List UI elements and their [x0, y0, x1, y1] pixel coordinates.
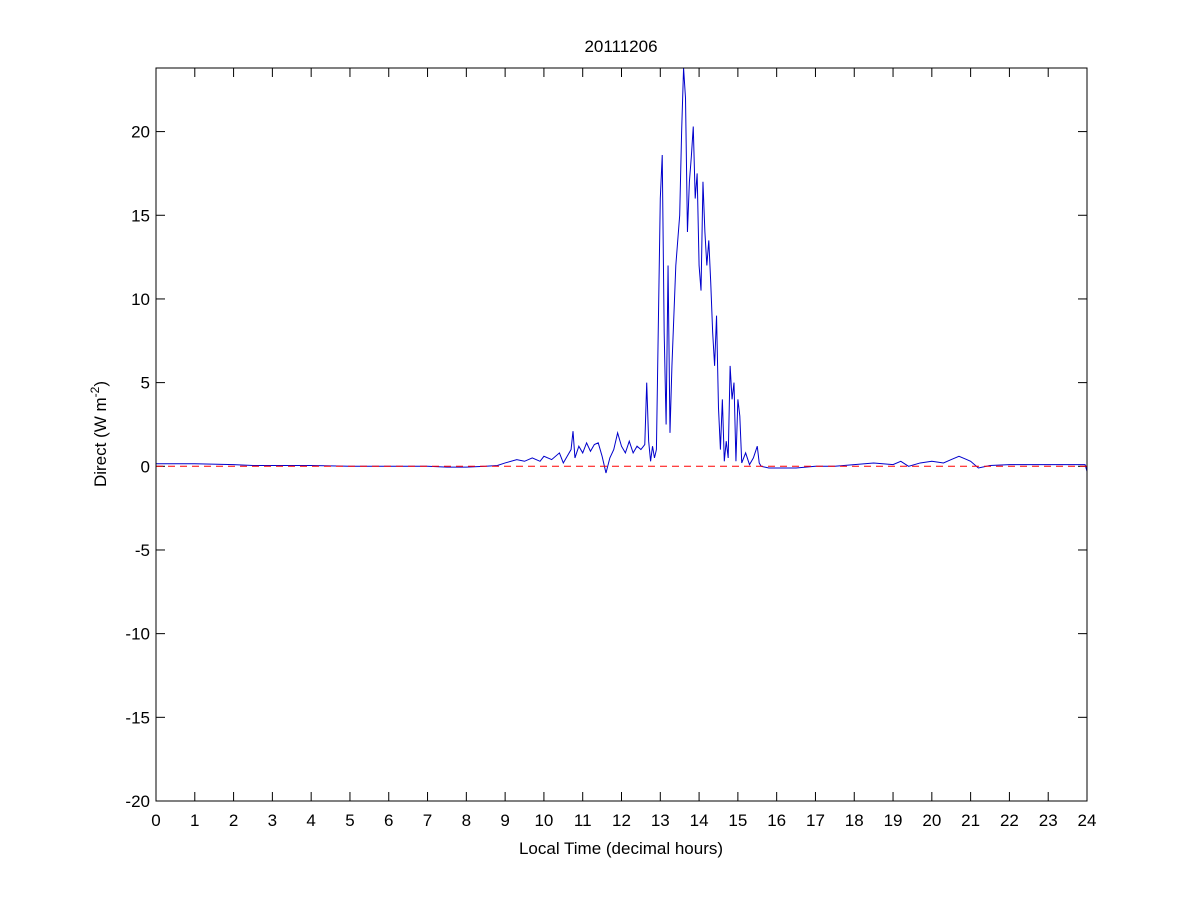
y-tick-label: 20	[131, 123, 150, 142]
x-tick-label: 2	[229, 811, 238, 830]
chart-title: 20111206	[584, 37, 657, 56]
y-tick-label: 0	[141, 457, 150, 476]
y-tick-label: 10	[131, 290, 150, 309]
y-label-text: Direct (W m	[91, 397, 110, 487]
y-axis-label: Direct (W m-2)	[88, 381, 110, 487]
x-tick-label: 10	[534, 811, 553, 830]
x-tick-label: 16	[767, 811, 786, 830]
y-tick-label: -10	[125, 625, 150, 644]
x-tick-label: 8	[462, 811, 471, 830]
x-tick-label: 0	[151, 811, 160, 830]
x-tick-label: 12	[612, 811, 631, 830]
x-tick-label: 19	[884, 811, 903, 830]
y-tick-label: -5	[135, 541, 150, 560]
x-tick-label: 9	[500, 811, 509, 830]
x-tick-label: 21	[961, 811, 980, 830]
x-tick-label: 18	[845, 811, 864, 830]
y-label-sup: -2	[88, 386, 102, 397]
x-tick-label: 17	[806, 811, 825, 830]
x-tick-label: 1	[190, 811, 199, 830]
y-label-end: )	[91, 381, 110, 387]
x-tick-label: 15	[728, 811, 747, 830]
x-tick-label: 20	[922, 811, 941, 830]
y-tick-label: 5	[141, 374, 150, 393]
x-tick-label: 6	[384, 811, 393, 830]
x-tick-label: 11	[574, 811, 592, 830]
x-tick-label: 4	[306, 811, 315, 830]
x-tick-label: 13	[651, 811, 670, 830]
plot-frame	[155, 67, 1088, 802]
y-tick-label: 15	[131, 206, 150, 225]
x-tick-label: 14	[690, 811, 709, 830]
y-tick-label: -15	[125, 708, 150, 727]
y-tick-label: -20	[125, 792, 150, 811]
x-tick-label: 23	[1039, 811, 1058, 830]
x-axis-label: Local Time (decimal hours)	[519, 839, 723, 858]
x-tick-label: 7	[423, 811, 432, 830]
x-tick-label: 5	[345, 811, 354, 830]
x-tick-label: 24	[1078, 811, 1097, 830]
x-tick-label: 22	[1000, 811, 1019, 830]
x-tick-label: 3	[268, 811, 277, 830]
